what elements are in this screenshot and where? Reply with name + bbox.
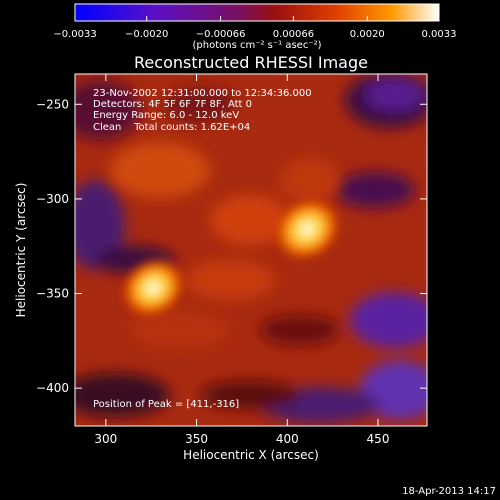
heatmap-image: 23-Nov-2002 12:31:00.000 to 12:34:36.000…	[75, 74, 427, 426]
colorbar-tick-label: −0.0020	[125, 29, 168, 40]
x-tick-label: 300	[94, 432, 117, 446]
plot-frame	[74, 73, 428, 427]
x-tick-label: 450	[367, 432, 390, 446]
colorbar-tick-label: 0.0033	[422, 29, 457, 40]
y-tick-label: −400	[36, 381, 69, 395]
colorbar-tick-label: −0.00066	[196, 29, 246, 40]
peak-position-label: Position of Peak = [411,-316]	[93, 399, 239, 410]
colorbar-unit-label: (photons cm⁻² s⁻¹ asec⁻²)	[192, 40, 321, 51]
y-tick-label: −350	[36, 287, 69, 301]
detectors-label: Detectors: 4F 5F 6F 7F 8F, Att 0	[93, 99, 252, 110]
colorbar: −0.0033 −0.0020 −0.00066 0.00066 0.0020 0.003…	[53, 3, 457, 51]
y-tick-label: −250	[36, 97, 69, 111]
flare-source	[118, 255, 188, 321]
flare-sources	[118, 194, 344, 321]
colorbar-ticks: −0.0033 −0.0020 −0.00066 0.00066 0.0020 0.003…	[53, 16, 457, 40]
colorbar-gradient	[74, 3, 440, 22]
chart-title: Reconstructed RHESSI Image	[134, 53, 368, 72]
y-tick-label: −300	[36, 192, 69, 206]
y-axis-label: Heliocentric Y (arcsec)	[14, 183, 28, 318]
x-tick-label: 400	[276, 432, 299, 446]
clean-counts-label: Clean Total counts: 1.62E+04	[93, 122, 250, 133]
energy-range-label: Energy Range: 6.0 - 12.0 keV	[93, 110, 239, 121]
x-axis-ticks: 300 350 400 450	[94, 74, 389, 446]
footer-date: 18-Apr-2013 14:17	[402, 486, 496, 497]
colorbar-tick-label: 0.00066	[273, 29, 314, 40]
flare-source	[271, 194, 344, 264]
x-axis-label: Heliocentric X (arcsec)	[183, 448, 319, 462]
x-tick-label: 350	[185, 432, 208, 446]
time-range-label: 23-Nov-2002 12:31:00.000 to 12:34:36.000	[93, 88, 312, 99]
colorbar-tick-label: 0.0020	[350, 29, 385, 40]
colorbar-tick-label: −0.0033	[53, 29, 96, 40]
y-axis-ticks: −250 −300 −350 −400	[36, 97, 427, 395]
